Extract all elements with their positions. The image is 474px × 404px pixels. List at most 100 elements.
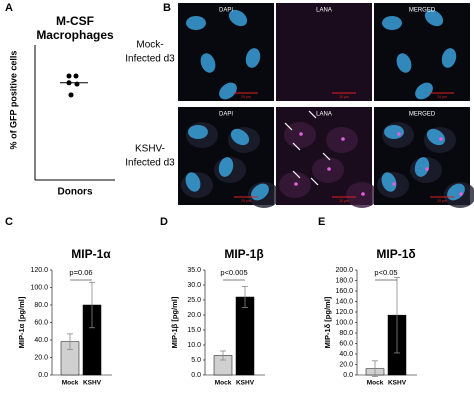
y-axis-label: % of GFP positive cells <box>8 51 18 150</box>
panel-label: E <box>318 216 325 228</box>
x-tick-label: KSHV <box>236 380 255 387</box>
arrow <box>310 177 319 186</box>
nucleus <box>414 157 430 177</box>
y-tick-label: 0.0 <box>38 372 48 379</box>
chart-title: MIP-1δ <box>376 247 415 261</box>
panel-label: B <box>163 2 171 14</box>
y-tick-label: 20.0 <box>34 354 48 361</box>
y-tick-label: 200.0 <box>335 267 353 274</box>
lana-dot <box>397 132 401 136</box>
panel-label: A <box>5 2 13 14</box>
arrow <box>308 110 317 119</box>
panel-label: D <box>160 216 168 228</box>
lana-dot <box>327 167 331 171</box>
y-tick-label: 20.0 <box>187 312 201 319</box>
channel-label: LANA <box>316 112 332 118</box>
channel-label: LANA <box>316 8 332 14</box>
arrow <box>322 152 331 161</box>
y-tick-label: 10.0 <box>187 342 201 349</box>
y-tick-label: 60.0 <box>339 340 353 347</box>
nucleus <box>245 48 261 68</box>
nucleus <box>381 172 397 192</box>
panel-label: C <box>5 216 13 228</box>
lana-dot <box>392 182 396 186</box>
scale-bar-label: 20 µm <box>241 95 251 99</box>
arrow <box>292 170 301 179</box>
channel-label: MERGED <box>409 112 436 118</box>
arrow <box>284 122 293 131</box>
y-tick-label: 140.0 <box>335 298 353 305</box>
y-tick-label: 120.0 <box>335 309 353 316</box>
y-tick-label: 100.0 <box>30 284 48 291</box>
channel-label: MERGED <box>409 8 436 14</box>
chart-title: Macrophages <box>36 28 114 42</box>
scale-bar-label: 20 µm <box>437 95 447 99</box>
arrow <box>292 142 301 151</box>
y-axis-label: MIP-1α [pg/ml] <box>17 296 26 348</box>
channel-label: DAPI <box>219 112 233 118</box>
y-tick-label: 160.0 <box>335 288 353 295</box>
lana-dot <box>361 192 365 196</box>
y-tick-label: 30.0 <box>187 282 201 289</box>
y-tick-label: 120.0 <box>30 267 48 274</box>
error-bar <box>394 276 400 354</box>
chart-title: MIP-1β <box>224 247 263 261</box>
error-bar <box>242 286 248 308</box>
nucleus <box>424 9 444 27</box>
lana-dot <box>341 137 345 141</box>
nucleus <box>396 53 412 73</box>
scale-bar-label: 20 µm <box>241 199 251 203</box>
nucleus <box>185 172 201 192</box>
bar <box>235 296 255 376</box>
x-tick-label: Mock <box>215 380 232 387</box>
lana-dot <box>425 167 429 171</box>
x-tick-label: Mock <box>62 380 79 387</box>
nucleus <box>447 183 465 201</box>
nucleus <box>415 82 433 100</box>
y-tick-label: 80.0 <box>34 302 48 309</box>
y-tick-label: 40.0 <box>339 351 353 358</box>
y-axis-label: MIP-1δ [pg/ml] <box>323 296 332 348</box>
nucleus <box>228 9 248 27</box>
error-bar <box>372 360 378 377</box>
nucleus <box>219 82 237 100</box>
row-label: Infected d3 <box>125 54 175 65</box>
y-tick-label: 25.0 <box>187 297 201 304</box>
y-tick-label: 0.0 <box>343 372 353 379</box>
lana-dot <box>439 137 443 141</box>
nucleus <box>251 183 269 201</box>
micrograph <box>276 3 372 101</box>
nucleus <box>441 48 457 68</box>
data-dot <box>68 92 74 98</box>
chart-title: MIP-1α <box>71 247 111 261</box>
lana-dot <box>459 192 463 196</box>
x-axis-label: Donors <box>58 187 93 198</box>
x-tick-label: KSHV <box>388 380 407 387</box>
y-tick-label: 80.0 <box>339 330 353 337</box>
x-tick-label: KSHV <box>83 380 102 387</box>
nucleus <box>384 125 404 139</box>
nucleus <box>382 16 402 30</box>
channel-label: DAPI <box>219 8 233 14</box>
data-dot <box>73 73 79 79</box>
y-tick-label: 5.0 <box>191 357 201 364</box>
error-bar <box>67 333 73 351</box>
nucleus <box>218 157 234 177</box>
nucleus <box>200 53 216 73</box>
y-tick-label: 40.0 <box>34 337 48 344</box>
chart-title: M-CSF <box>56 14 94 28</box>
scale-bar-label: 20 µm <box>339 199 349 203</box>
x-tick-label: Mock <box>367 380 384 387</box>
y-tick-label: 180.0 <box>335 277 353 284</box>
p-value: p<0.005 <box>220 268 247 277</box>
nucleus <box>426 128 446 146</box>
y-tick-label: 0.0 <box>191 372 201 379</box>
scale-bar-label: 20 µm <box>339 95 349 99</box>
lana-dot <box>299 132 303 136</box>
row-label: Infected d3 <box>125 158 175 169</box>
error-bar <box>89 281 95 329</box>
p-value: p=0.06 <box>69 268 92 277</box>
y-tick-label: 15.0 <box>187 327 201 334</box>
y-tick-label: 60.0 <box>34 319 48 326</box>
